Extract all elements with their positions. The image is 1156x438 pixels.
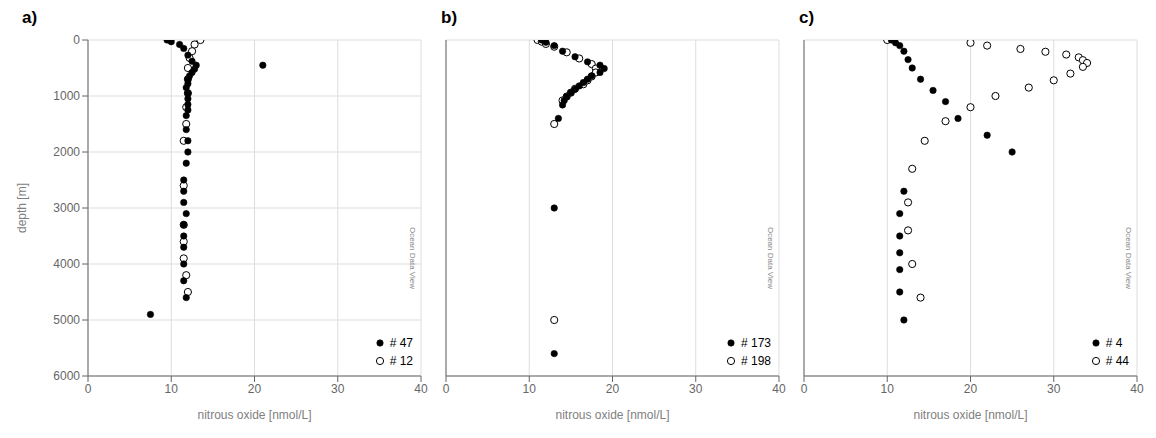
svg-text:0: 0 <box>73 33 80 47</box>
svg-text:10: 10 <box>523 382 537 396</box>
svg-text:0: 0 <box>443 382 450 396</box>
svg-text:nitrous oxide [nmol/L]: nitrous oxide [nmol/L] <box>913 408 1027 422</box>
svg-text:5000: 5000 <box>53 313 80 327</box>
svg-text:40: 40 <box>772 382 786 396</box>
svg-text:20: 20 <box>964 382 978 396</box>
svg-text:nitrous oxide [nmol/L]: nitrous oxide [nmol/L] <box>555 408 669 422</box>
html-text:# 44: # 44 <box>1105 354 1129 368</box>
html-text:b): b) <box>441 8 457 27</box>
svg-text:20: 20 <box>248 382 262 396</box>
svg-text:nitrous oxide [nmol/L]: nitrous oxide [nmol/L] <box>197 408 311 422</box>
svg-text:30: 30 <box>1047 382 1061 396</box>
html-text:Ocean Data View: Ocean Data View <box>408 227 417 290</box>
svg-text:30: 30 <box>689 382 703 396</box>
html-text:# 47: # 47 <box>389 336 413 350</box>
html-text:# 12: # 12 <box>389 354 413 368</box>
html-text:# 198: # 198 <box>741 354 771 368</box>
svg-text:10: 10 <box>165 382 179 396</box>
svg-text:0: 0 <box>85 382 92 396</box>
svg-text:2000: 2000 <box>53 145 80 159</box>
svg-text:3000: 3000 <box>53 201 80 215</box>
svg-text:20: 20 <box>606 382 620 396</box>
svg-text:depth [m]: depth [m] <box>15 183 29 233</box>
html-text:a): a) <box>22 8 38 27</box>
svg-text:40: 40 <box>414 382 428 396</box>
html-text:# 173: # 173 <box>741 336 771 350</box>
svg-text:10: 10 <box>881 382 895 396</box>
svg-text:40: 40 <box>1130 382 1144 396</box>
svg-text:4000: 4000 <box>53 257 80 271</box>
svg-text:30: 30 <box>331 382 345 396</box>
html-text:c): c) <box>799 8 815 27</box>
html-text:Ocean Data View: Ocean Data View <box>1124 227 1133 290</box>
html-text:# 4: # 4 <box>1105 336 1123 350</box>
svg-text:0: 0 <box>801 382 808 396</box>
svg-text:1000: 1000 <box>53 89 80 103</box>
html-text:Ocean Data View: Ocean Data View <box>766 227 775 290</box>
svg-text:6000: 6000 <box>53 369 80 383</box>
